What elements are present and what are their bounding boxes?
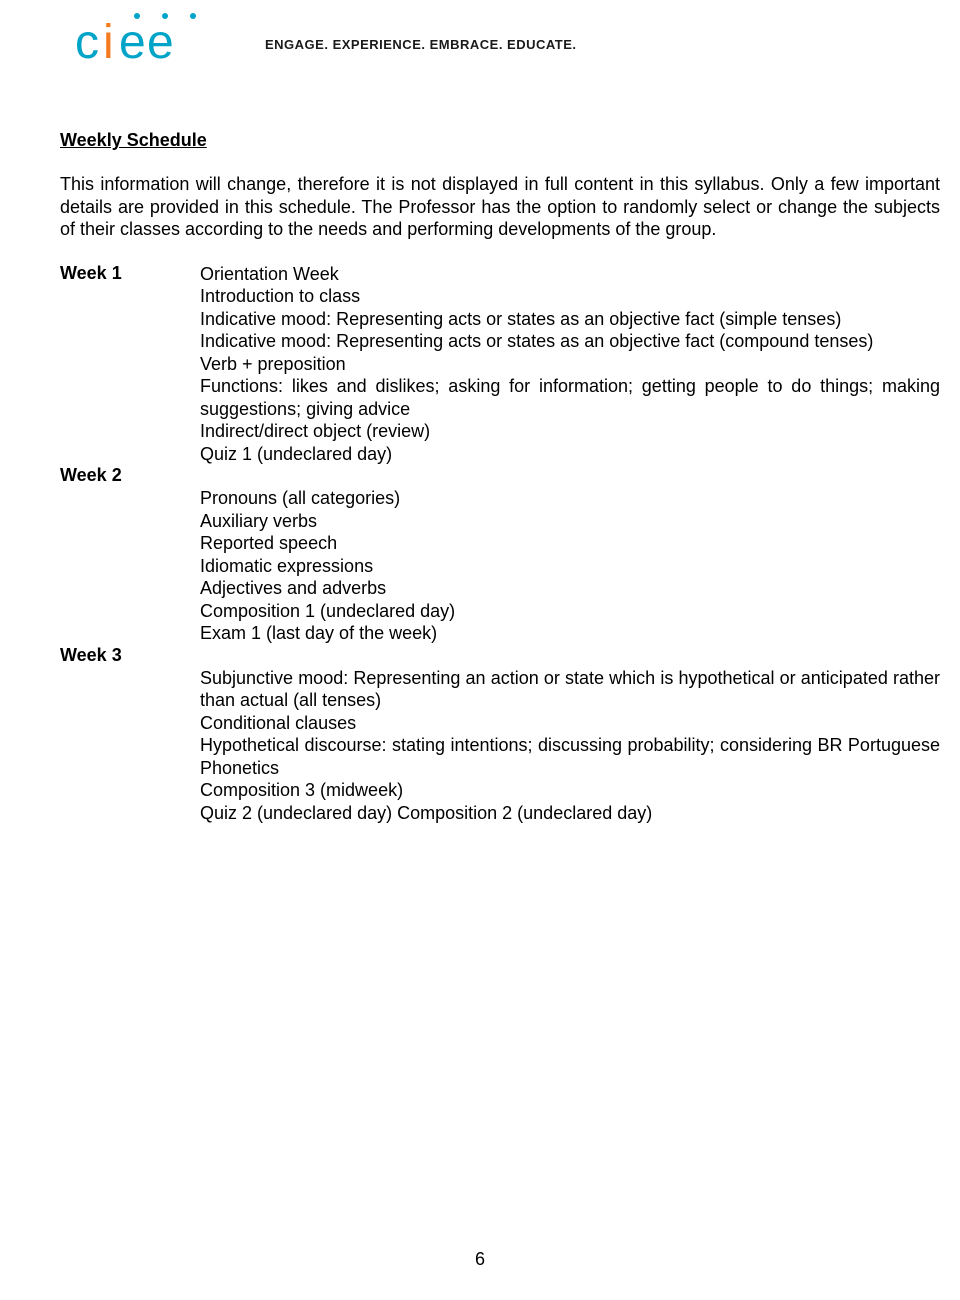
schedule-line: Indicative mood: Representing acts or st… <box>200 330 940 353</box>
schedule-line: Quiz 2 (undeclared day) Composition 2 (u… <box>200 802 940 825</box>
tagline-text: ENGAGE. EXPERIENCE. EMBRACE. EDUCATE. <box>265 37 577 52</box>
intro-paragraph: This information will change, therefore … <box>60 173 940 241</box>
schedule-line: Pronouns (all categories) <box>200 487 940 510</box>
week-body: Subjunctive mood: Representing an action… <box>200 645 940 825</box>
schedule-line: Orientation Week <box>200 263 940 286</box>
schedule-line: Conditional clauses <box>200 712 940 735</box>
week-label: Week 1 <box>60 263 200 284</box>
ciee-logo: c i e e <box>75 10 205 70</box>
page-header: c i e e ENGAGE. EXPERIENCE. EMBRACE. EDU… <box>75 10 577 70</box>
schedule-line: Composition 1 (undeclared day) <box>200 600 940 623</box>
week-body: Pronouns (all categories) Auxiliary verb… <box>200 465 940 645</box>
page-content: Weekly Schedule This information will ch… <box>60 130 940 824</box>
week-row: Week 1 Orientation Week Introduction to … <box>60 263 940 466</box>
schedule-line: Reported speech <box>200 532 940 555</box>
schedule-line: Exam 1 (last day of the week) <box>200 622 940 645</box>
schedule-line: Quiz 1 (undeclared day) <box>200 443 940 466</box>
svg-text:e: e <box>147 16 173 69</box>
page-number: 6 <box>475 1249 485 1270</box>
schedule-line: Introduction to class <box>200 285 940 308</box>
schedule-line: Composition 3 (midweek) <box>200 779 940 802</box>
week-label: Week 2 <box>60 465 200 486</box>
schedule-line: Hypothetical discourse: stating intentio… <box>200 734 940 779</box>
ciee-logo-svg: c i e e <box>75 10 205 70</box>
schedule-line: Functions: likes and dislikes; asking fo… <box>200 375 940 420</box>
svg-text:c: c <box>75 16 98 69</box>
schedule-line: Indicative mood: Representing acts or st… <box>200 308 940 331</box>
svg-text:e: e <box>119 16 145 69</box>
weekly-schedule: Week 1 Orientation Week Introduction to … <box>60 263 940 825</box>
week-body: Orientation Week Introduction to class I… <box>200 263 940 466</box>
schedule-line: Idiomatic expressions <box>200 555 940 578</box>
week-label: Week 3 <box>60 645 200 666</box>
week-row: Week 2 Pronouns (all categories) Auxilia… <box>60 465 940 645</box>
schedule-line: Indirect/direct object (review) <box>200 420 940 443</box>
schedule-line: Auxiliary verbs <box>200 510 940 533</box>
section-title: Weekly Schedule <box>60 130 940 151</box>
svg-text:i: i <box>103 16 113 69</box>
schedule-line: Adjectives and adverbs <box>200 577 940 600</box>
week-row: Week 3 Subjunctive mood: Representing an… <box>60 645 940 825</box>
schedule-line: Verb + preposition <box>200 353 940 376</box>
schedule-line: Subjunctive mood: Representing an action… <box>200 667 940 712</box>
